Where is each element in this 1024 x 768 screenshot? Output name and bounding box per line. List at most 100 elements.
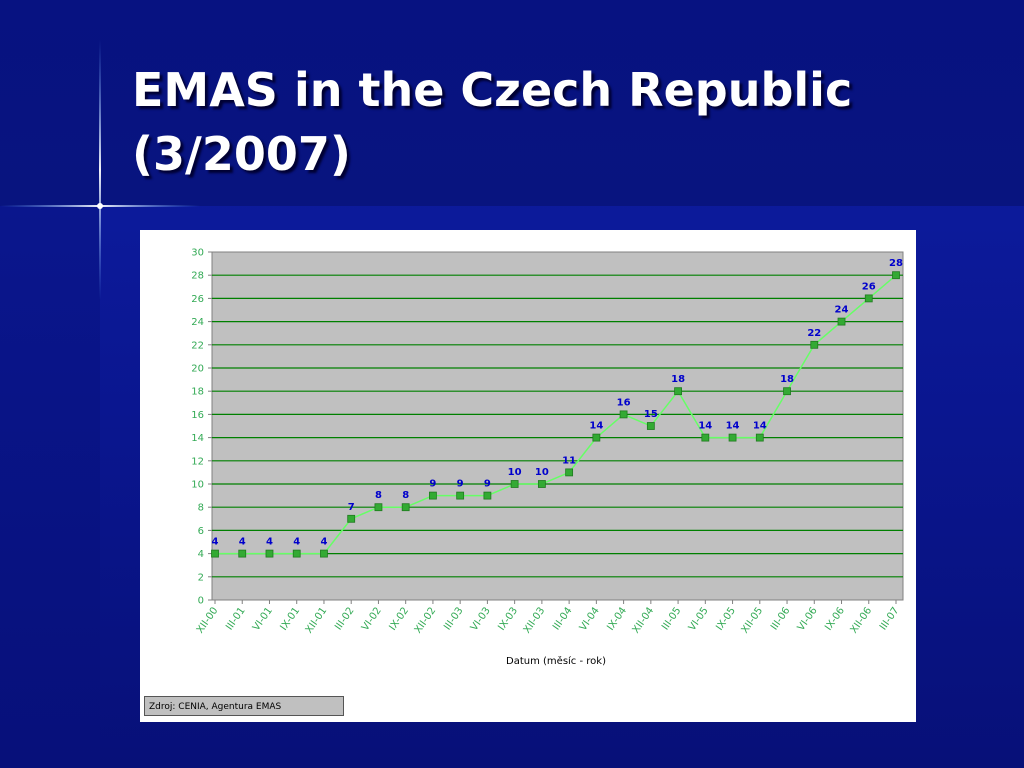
data-label: 16 <box>617 397 631 408</box>
data-label: 10 <box>508 467 522 478</box>
x-tick-label: XII-01 <box>304 605 330 635</box>
x-tick-label: III-02 <box>333 605 356 632</box>
data-point <box>592 433 601 442</box>
x-axis-label: Datum (měsíc - rok) <box>506 655 606 667</box>
data-label: 4 <box>320 537 327 548</box>
data-label: 7 <box>348 502 355 513</box>
x-tick-label: III-06 <box>769 605 792 632</box>
plot-area <box>211 251 904 601</box>
y-tick-label: 22 <box>191 340 204 351</box>
x-tick-label: XII-04 <box>631 605 657 635</box>
y-tick-label: 12 <box>191 456 204 467</box>
x-tick-label: XII-00 <box>195 605 221 635</box>
data-label: 14 <box>589 421 603 432</box>
data-label: 4 <box>266 537 273 548</box>
data-label: 11 <box>562 455 576 466</box>
y-tick-label: 10 <box>191 480 204 491</box>
data-point <box>265 549 274 558</box>
data-point <box>456 491 465 500</box>
series-line <box>215 274 897 555</box>
data-label: 26 <box>862 281 876 292</box>
data-markers <box>211 271 900 558</box>
data-labels: 4 4 4 4 4 7 8 8 9 9 9 10 10 11 14 16 15 18 14 14 14 18 22 24 26 2… <box>212 258 903 547</box>
x-tick-label: XII-02 <box>413 605 439 635</box>
data-label: 18 <box>671 374 685 385</box>
data-point <box>238 549 247 558</box>
x-tick-label: VI-01 <box>251 605 275 633</box>
data-label: 24 <box>835 305 849 316</box>
x-tick-label: IX-05 <box>714 605 738 632</box>
data-label: 8 <box>375 490 382 501</box>
y-tick-label: 14 <box>191 433 204 444</box>
data-label: 22 <box>807 328 821 339</box>
data-label: 28 <box>889 258 903 269</box>
data-label: 9 <box>429 479 436 490</box>
line-chart: 0 24 6 8 10 12 14 16 18 20 22 24 26 28 30 XII-00 III-01… <box>191 248 904 667</box>
header-band <box>0 0 1024 206</box>
x-tick-label: III-05 <box>660 605 683 632</box>
x-tick-label: IX-02 <box>387 605 411 632</box>
x-tick-label: III-07 <box>878 605 901 632</box>
x-tick-label: VI-05 <box>687 605 711 633</box>
left-band <box>0 206 100 768</box>
gridlines <box>212 274 903 578</box>
data-point <box>374 503 383 512</box>
x-tick-label: XII-03 <box>522 605 548 635</box>
x-tick-label: IX-04 <box>605 605 629 632</box>
data-point <box>347 514 356 523</box>
data-point <box>429 491 437 500</box>
source-note: Zdroj: CENIA, Agentura EMAS <box>144 696 344 716</box>
x-tick-label: III-03 <box>442 605 465 632</box>
data-label: 4 <box>293 537 300 548</box>
data-point <box>783 387 791 396</box>
data-label: 10 <box>535 467 549 478</box>
chart-panel: 0 2 4 6 8 10 12 14 16 18 20 22 24 26 28 30 XII-00 III-01… <box>140 230 916 722</box>
y-tick-label: 6 <box>198 526 204 537</box>
y-tick-label: 26 <box>191 294 204 305</box>
slide-title-line2: (3/2007) <box>132 127 351 181</box>
x-tick-label: XII-06 <box>849 605 875 635</box>
data-point <box>510 480 519 488</box>
slide-title-line1: EMAS in the Czech Republic <box>132 63 853 117</box>
data-point <box>728 433 737 442</box>
x-tick-label: III-04 <box>551 605 574 632</box>
x-tick-label: IX-03 <box>496 605 520 632</box>
x-tick-label: IX-01 <box>278 605 302 632</box>
y-tick-label: 24 <box>191 317 204 328</box>
x-tick-label: VI-02 <box>360 605 384 633</box>
data-label: 4 <box>239 537 246 548</box>
data-point <box>646 422 655 430</box>
data-point <box>810 340 819 349</box>
data-point <box>565 468 574 477</box>
data-point <box>401 503 410 512</box>
data-point <box>837 317 846 326</box>
data-label: 14 <box>698 421 712 432</box>
data-label: 9 <box>484 479 491 490</box>
data-label: 14 <box>753 421 767 432</box>
data-label: 18 <box>780 374 794 385</box>
data-point <box>701 433 710 442</box>
data-point <box>864 294 873 303</box>
data-point <box>674 387 682 396</box>
data-point <box>483 491 492 500</box>
y-tick-label: 20 <box>191 364 204 375</box>
data-point <box>755 433 764 442</box>
y-tick-label: 18 <box>191 387 204 398</box>
y-tick-label: 28 <box>191 271 204 282</box>
slide-title: EMAS in the Czech Republic (3/2007) <box>132 58 852 186</box>
x-tick-label: III-01 <box>224 605 247 632</box>
data-point <box>892 271 900 280</box>
data-point <box>320 549 328 558</box>
data-label: 9 <box>457 479 464 490</box>
y-tick-label: 4 <box>198 549 204 560</box>
y-tick-label: 30 <box>191 248 204 259</box>
y-tick-label: 0 <box>198 596 204 607</box>
x-axis-ticks: XII-00 III-01 VI-01 IX-01 XII-01 III-02 VI-02 I… <box>195 600 901 636</box>
x-tick-label: VI-04 <box>578 605 602 633</box>
x-tick-label: VI-06 <box>796 605 820 633</box>
data-point <box>292 549 301 558</box>
data-label: 8 <box>402 490 409 501</box>
data-label: 14 <box>726 421 740 432</box>
data-point <box>537 480 546 488</box>
